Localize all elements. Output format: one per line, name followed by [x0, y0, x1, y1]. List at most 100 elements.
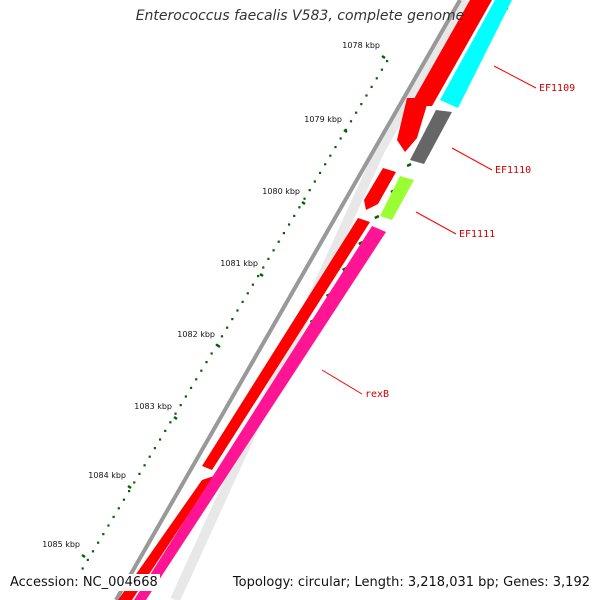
major-tick [301, 200, 306, 206]
minor-tick [86, 558, 89, 561]
minor-tick [282, 232, 285, 235]
scale-label: 1085 kbp [42, 540, 80, 549]
minor-tick [179, 404, 182, 407]
gene-EF1110-feature[interactable] [410, 110, 452, 164]
scale-label: 1079 kbp [304, 115, 342, 124]
tick-layer: 1078 kbp 1079 kbp 1080 kbp 1081 kbp 1082 kbp… [42, 6, 509, 570]
minor-tick [97, 541, 100, 544]
accession-label: Accession: NC_004668 [8, 574, 160, 591]
scale-label: 1080 kbp [262, 187, 300, 196]
minor-tick [334, 146, 337, 149]
genome-backbone [114, 0, 462, 600]
minor-tick [272, 249, 275, 252]
major-tick [259, 272, 264, 278]
genome-title: Enterococcus faecalis V583, complete gen… [135, 8, 465, 24]
gene-EF1111-leader [415, 211, 457, 235]
forward-strand-features [118, 0, 492, 600]
forward-feature-3[interactable] [364, 168, 396, 210]
genome-summary: Topology: circular; Length: 3,218,031 bp… [230, 574, 592, 591]
minor-tick [365, 94, 368, 97]
minor-tick [277, 240, 280, 243]
outer-tick [406, 162, 412, 168]
forward-feature-5[interactable] [118, 476, 214, 600]
minor-tick [200, 369, 203, 372]
gene-EF1109-label[interactable]: EF1109 [539, 83, 575, 94]
minor-tick [215, 343, 218, 346]
gene-features [134, 0, 512, 600]
gene-rexB-label[interactable]: rexB [365, 389, 389, 400]
major-tick [381, 54, 386, 60]
minor-tick [313, 180, 316, 183]
minor-tick [133, 481, 136, 484]
minor-tick [169, 421, 172, 424]
minor-tick [380, 68, 384, 71]
scale-label: 1082 kbp [177, 330, 215, 339]
minor-tick [91, 550, 95, 553]
minor-tick [158, 438, 162, 441]
gene-EF1111-feature[interactable] [380, 176, 414, 220]
minor-tick [251, 283, 255, 286]
minor-tick [81, 567, 84, 570]
minor-tick [257, 275, 260, 278]
minor-tick [267, 257, 270, 260]
gene-EF1110-label[interactable]: EF1110 [495, 165, 531, 176]
minor-tick [293, 214, 296, 217]
outer-tick [374, 214, 380, 220]
minor-tick [386, 60, 389, 63]
scale-label: 1084 kbp [88, 471, 126, 480]
minor-tick [355, 111, 358, 114]
minor-tick [128, 490, 131, 493]
minor-tick [143, 464, 146, 467]
minor-tick [344, 128, 347, 131]
forward-feature-1[interactable] [410, 0, 492, 106]
forward-feature-4[interactable] [202, 218, 370, 470]
minor-tick [164, 429, 167, 432]
minor-tick [112, 515, 115, 518]
minor-tick [241, 300, 244, 303]
major-tick [127, 484, 132, 490]
minor-tick [370, 85, 373, 88]
minor-tick [102, 533, 105, 536]
forward-feature-2[interactable] [397, 98, 429, 152]
minor-tick [226, 326, 229, 329]
gene-EF1109-feature[interactable] [440, 0, 512, 108]
minor-tick [184, 395, 187, 398]
minor-tick [324, 163, 327, 166]
minor-tick [148, 455, 151, 458]
gene-rexB-feature[interactable] [134, 226, 386, 600]
minor-tick [349, 120, 353, 123]
major-tick [173, 415, 178, 421]
minor-tick [246, 292, 249, 295]
minor-tick [220, 335, 224, 338]
minor-tick [318, 171, 322, 174]
minor-tick [231, 318, 234, 321]
major-tick [81, 553, 86, 559]
minor-tick [308, 189, 311, 192]
minor-tick [303, 197, 306, 200]
scale-label: 1078 kbp [342, 41, 380, 50]
minor-tick [287, 223, 291, 226]
minor-tick [236, 309, 239, 312]
gene-rexB-leader [321, 369, 363, 395]
minor-tick [210, 352, 213, 355]
minor-tick [122, 498, 126, 501]
minor-tick [205, 361, 208, 364]
scale-label: 1081 kbp [220, 259, 258, 268]
scale-label: 1083 kbp [134, 402, 172, 411]
minor-tick [117, 507, 120, 510]
minor-tick [153, 447, 156, 450]
minor-tick [195, 378, 198, 381]
minor-tick [189, 386, 193, 389]
minor-tick [339, 137, 342, 140]
minor-tick [375, 77, 378, 80]
backbone-layer [114, 0, 471, 600]
minor-tick [262, 266, 265, 269]
minor-tick [174, 412, 177, 415]
gene-EF1111-label[interactable]: EF1111 [459, 229, 495, 240]
minor-tick [360, 103, 363, 106]
minor-tick [298, 206, 301, 209]
minor-tick [107, 524, 110, 527]
gene-labels: EF1109 EF1110 EF1111 rexB [321, 65, 575, 400]
